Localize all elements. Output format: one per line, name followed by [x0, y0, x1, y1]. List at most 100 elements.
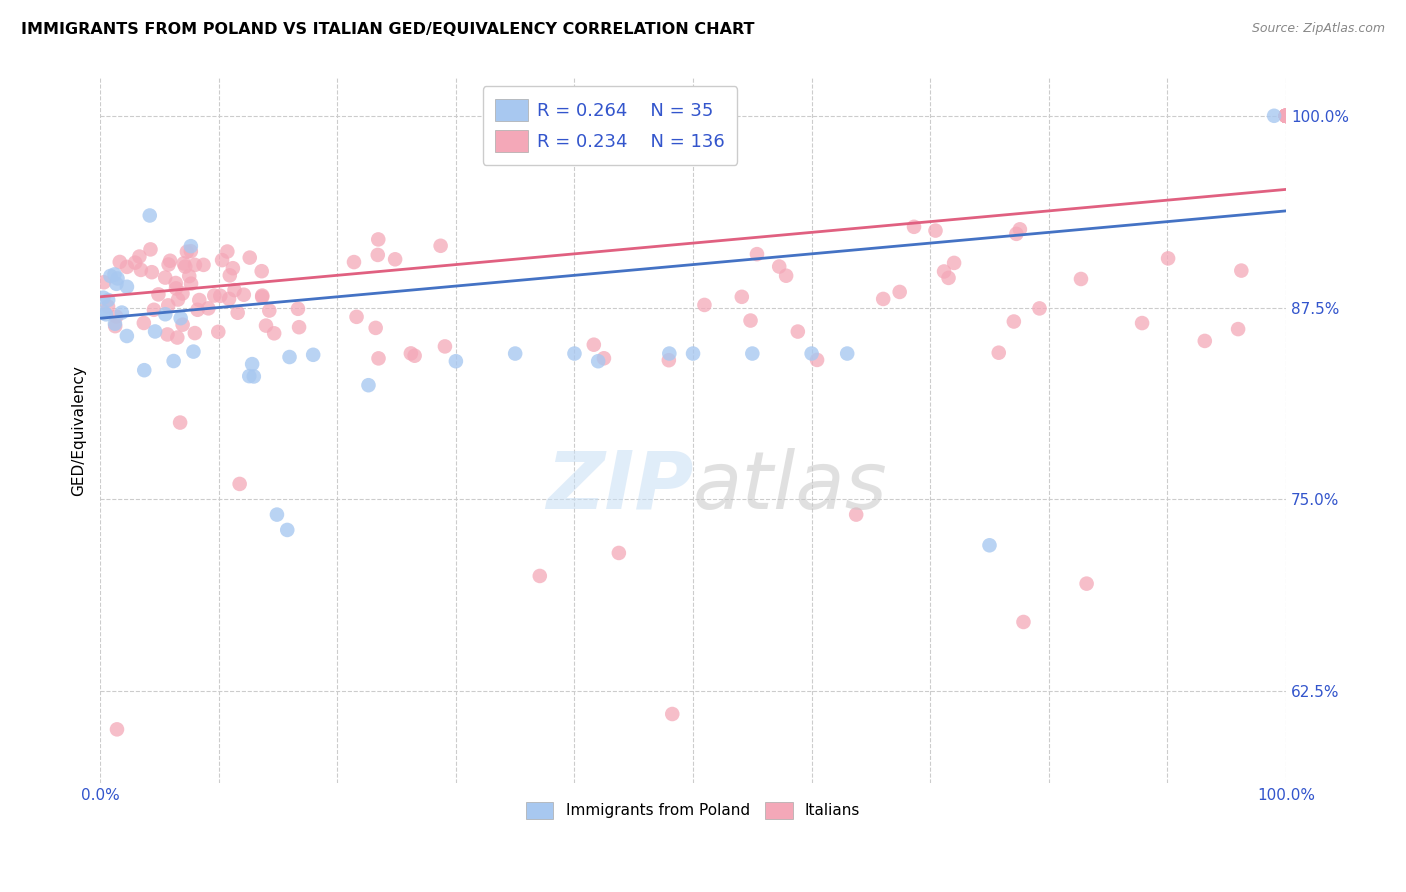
Point	[1275, 109, 1298, 123]
Point	[222, 261, 245, 276]
Point	[1275, 109, 1298, 123]
Point	[1275, 109, 1298, 123]
Point	[658, 346, 681, 360]
Point	[167, 293, 190, 307]
Point	[1275, 109, 1298, 123]
Point	[1005, 227, 1028, 241]
Point	[155, 270, 177, 285]
Point	[183, 344, 205, 359]
Point	[586, 354, 609, 368]
Point	[1275, 109, 1298, 123]
Point	[184, 258, 207, 272]
Point	[1275, 109, 1298, 123]
Point	[593, 351, 616, 366]
Point	[176, 244, 198, 259]
Point	[1275, 109, 1298, 123]
Point	[139, 243, 162, 257]
Point	[1275, 109, 1298, 123]
Text: IMMIGRANTS FROM POLAND VS ITALIAN GED/EQUIVALENCY CORRELATION CHART: IMMIGRANTS FROM POLAND VS ITALIAN GED/EQ…	[21, 22, 755, 37]
Point	[159, 253, 181, 268]
Point	[1130, 316, 1153, 330]
Point	[503, 346, 526, 360]
Point	[399, 346, 422, 360]
Point	[1275, 109, 1298, 123]
Point	[1275, 109, 1298, 123]
Point	[786, 325, 808, 339]
Point	[346, 310, 368, 324]
Point	[165, 276, 187, 290]
Point	[104, 319, 127, 334]
Point	[837, 346, 859, 360]
Point	[1275, 109, 1298, 123]
Point	[107, 271, 129, 285]
Point	[278, 350, 301, 364]
Point	[226, 306, 249, 320]
Point	[1275, 109, 1298, 123]
Point	[218, 292, 240, 306]
Point	[162, 354, 184, 368]
Point	[115, 279, 138, 293]
Text: ZIP: ZIP	[546, 448, 693, 525]
Point	[1275, 109, 1298, 123]
Point	[263, 326, 285, 341]
Point	[1275, 109, 1298, 123]
Point	[302, 348, 325, 362]
Point	[124, 255, 146, 269]
Point	[806, 352, 828, 367]
Point	[254, 318, 277, 333]
Point	[166, 330, 188, 344]
Point	[1012, 615, 1035, 629]
Point	[157, 298, 180, 312]
Point	[97, 300, 120, 314]
Point	[103, 268, 125, 282]
Point	[180, 239, 202, 253]
Legend: Immigrants from Poland, Italians: Immigrants from Poland, Italians	[520, 796, 866, 825]
Point	[364, 321, 387, 335]
Point	[845, 508, 868, 522]
Point	[404, 349, 426, 363]
Point	[1275, 109, 1298, 123]
Point	[1275, 109, 1298, 123]
Text: Source: ZipAtlas.com: Source: ZipAtlas.com	[1251, 22, 1385, 36]
Point	[169, 311, 191, 326]
Point	[800, 346, 823, 360]
Point	[266, 508, 288, 522]
Point	[224, 283, 246, 297]
Point	[1275, 109, 1298, 123]
Point	[108, 255, 131, 269]
Point	[207, 325, 229, 339]
Point	[100, 268, 122, 283]
Point	[1275, 109, 1298, 123]
Point	[93, 275, 115, 289]
Point	[228, 477, 250, 491]
Point	[1275, 109, 1298, 123]
Point	[1275, 109, 1298, 123]
Point	[169, 416, 191, 430]
Point	[682, 346, 704, 360]
Point	[367, 232, 389, 246]
Point	[433, 339, 456, 353]
Point	[232, 287, 254, 301]
Point	[239, 251, 262, 265]
Point	[768, 260, 790, 274]
Point	[1070, 272, 1092, 286]
Point	[174, 260, 197, 274]
Point	[165, 281, 187, 295]
Point	[179, 269, 201, 284]
Point	[217, 244, 239, 259]
Point	[97, 293, 120, 307]
Point	[938, 271, 960, 285]
Point	[180, 277, 202, 291]
Point	[93, 305, 115, 319]
Point	[1275, 109, 1298, 123]
Point	[1275, 109, 1298, 123]
Point	[187, 302, 209, 317]
Point	[367, 248, 389, 262]
Point	[367, 351, 389, 366]
Point	[889, 285, 911, 299]
Point	[1028, 301, 1050, 316]
Point	[1275, 109, 1298, 123]
Point	[731, 290, 754, 304]
Point	[197, 301, 219, 316]
Point	[287, 301, 309, 316]
